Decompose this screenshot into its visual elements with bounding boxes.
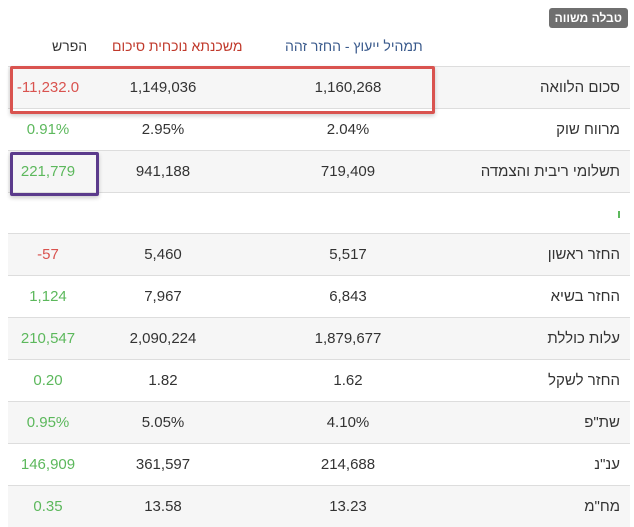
current-cell: 7,967 bbox=[88, 276, 238, 318]
current-cell: 361,597 bbox=[88, 444, 238, 486]
row-label: החזר לשקל bbox=[458, 360, 630, 402]
row-label: שת"פ bbox=[458, 402, 630, 444]
row-label: ענ"נ bbox=[458, 444, 630, 486]
table-row: 0.95%5.05%4.10%שת"פ bbox=[8, 402, 630, 444]
advisor-cell: 1.62 bbox=[238, 360, 458, 402]
highlight-loan-amount bbox=[10, 66, 435, 114]
diff-cell: 0.91% bbox=[8, 109, 88, 151]
row-label: החזר ראשון bbox=[458, 234, 630, 276]
current-cell: 5,460 bbox=[88, 234, 238, 276]
current-cell: 1.82 bbox=[88, 360, 238, 402]
diff-cell: 210,547 bbox=[8, 318, 88, 360]
advisor-cell: 214,688 bbox=[238, 444, 458, 486]
diff-cell: 0.35 bbox=[8, 486, 88, 527]
row-label: מרווח שוק bbox=[458, 109, 630, 151]
header-diff: הפרש bbox=[52, 38, 87, 54]
current-cell: 5.05% bbox=[88, 402, 238, 444]
comparison-table-badge: טבלה משווה bbox=[549, 8, 628, 28]
header-advisor-mix: תמהיל ייעוץ - החזר זהה bbox=[285, 38, 423, 54]
diff-cell: 0.95% bbox=[8, 402, 88, 444]
separator-row bbox=[8, 193, 630, 234]
header-current-mortgage: משכנתא נוכחית סיכום bbox=[112, 38, 242, 54]
table-row: 0.91%2.95%2.04%מרווח שוק bbox=[8, 109, 630, 151]
advisor-cell: 2.04% bbox=[238, 109, 458, 151]
separator-marker bbox=[618, 211, 620, 218]
row-label: החזר בשיא bbox=[458, 276, 630, 318]
current-cell: 2,090,224 bbox=[88, 318, 238, 360]
highlight-interest-diff bbox=[10, 152, 99, 196]
advisor-cell: 4.10% bbox=[238, 402, 458, 444]
row-label: מח"מ bbox=[458, 486, 630, 527]
row-label: תשלומי ריבית והצמדה bbox=[458, 151, 630, 193]
advisor-cell: 719,409 bbox=[238, 151, 458, 193]
current-cell: 13.58 bbox=[88, 486, 238, 527]
advisor-cell: 5,517 bbox=[238, 234, 458, 276]
table-header: הפרש משכנתא נוכחית סיכום תמהיל ייעוץ - ה… bbox=[0, 38, 634, 58]
advisor-cell: 13.23 bbox=[238, 486, 458, 527]
diff-cell: -57 bbox=[8, 234, 88, 276]
advisor-cell: 6,843 bbox=[238, 276, 458, 318]
row-label: עלות כוללת bbox=[458, 318, 630, 360]
advisor-cell: 1,879,677 bbox=[238, 318, 458, 360]
diff-cell: 0.20 bbox=[8, 360, 88, 402]
current-cell: 2.95% bbox=[88, 109, 238, 151]
current-cell: 941,188 bbox=[88, 151, 238, 193]
diff-cell: 146,909 bbox=[8, 444, 88, 486]
diff-cell: 1,124 bbox=[8, 276, 88, 318]
row-label: סכום הלוואה bbox=[458, 67, 630, 109]
